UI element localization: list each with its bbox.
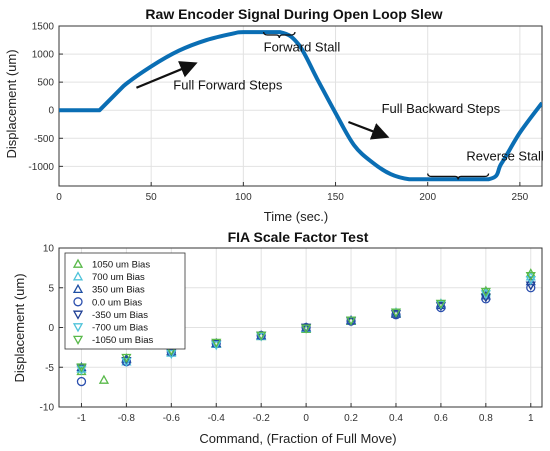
stall-brace: [427, 173, 490, 180]
legend-box: [64, 252, 186, 350]
chart-2-xlabel: Command, (Fraction of Full Move): [199, 431, 396, 446]
x-tick-label: 0: [56, 192, 62, 203]
data-point: [525, 271, 536, 282]
legend-label: -700 um Bias: [92, 323, 148, 334]
x-tick-label: 0.4: [389, 413, 403, 424]
y-tick-label: 5: [48, 283, 54, 294]
data-point: [256, 331, 267, 341]
annotation-label: Forward Stall: [264, 39, 341, 54]
x-tick-label: 150: [327, 192, 344, 203]
data-point: [390, 310, 402, 320]
y-tick-label: -500: [34, 134, 54, 145]
y-tick-label: -5: [45, 363, 54, 374]
y-tick-label: 10: [43, 244, 55, 255]
data-point: [436, 302, 446, 313]
chart-1-ylabel: Displacement (um): [4, 49, 19, 158]
data-point: [166, 349, 177, 360]
x-tick-label: 250: [512, 192, 529, 203]
annotation-label: Full Backward Steps: [382, 101, 501, 116]
chart-1-xlabel: Time (sec.): [264, 209, 329, 224]
x-tick-label: 1: [528, 413, 534, 424]
data-point: [121, 357, 132, 368]
legend-label: 1050 um Bias: [92, 260, 150, 271]
x-tick-label: -0.2: [253, 413, 271, 424]
x-tick-label: -0.8: [118, 413, 136, 424]
legend-label: -1050 um Bias: [92, 335, 154, 346]
data-point: [390, 308, 402, 318]
scale-factor-chart: FIA Scale Factor Test Command, (Fraction…: [12, 229, 543, 446]
x-tick-label: 0.6: [434, 413, 448, 424]
x-tick-label: 50: [146, 192, 158, 203]
data-point: [525, 275, 536, 286]
annotation-label: Full Forward Steps: [173, 77, 283, 92]
chart-1-title: Raw Encoder Signal During Open Loop Slew: [145, 6, 442, 22]
data-point: [98, 374, 110, 384]
data-point: [480, 290, 491, 300]
chart-2-ylabel: Displacement (um): [12, 273, 27, 382]
x-tick-label: -0.4: [208, 413, 226, 424]
encoder-chart: Raw Encoder Signal During Open Loop Slew…: [4, 6, 544, 224]
data-point: [121, 353, 132, 364]
data-point: [525, 281, 536, 291]
y-tick-label: 1500: [32, 22, 55, 33]
x-tick-label: 0.2: [344, 413, 358, 424]
legend-marker: [72, 323, 84, 333]
x-tick-label: 0: [303, 413, 309, 424]
legend-marker: [72, 258, 84, 268]
legend-label: 700 um Bias: [92, 272, 145, 283]
legend-marker: [72, 271, 84, 281]
legend-label: 0.0 um Bias: [92, 297, 142, 308]
x-tick-label: 0.8: [479, 413, 493, 424]
y-tick-label: 1000: [32, 50, 55, 61]
data-point: [480, 293, 491, 303]
data-point: [211, 338, 222, 348]
annotation-arrow: [348, 120, 390, 140]
data-point: [345, 316, 357, 326]
legend-marker: [73, 297, 83, 307]
y-tick-label: -10: [40, 403, 55, 414]
annotation-label: Reverse Stall: [466, 149, 543, 164]
x-tick-label: -1: [77, 413, 86, 424]
data-point: [435, 299, 447, 309]
y-tick-label: 500: [37, 78, 54, 89]
x-tick-label: -0.6: [163, 413, 181, 424]
encoder-signal-line: [59, 30, 542, 182]
legend-marker: [72, 335, 84, 345]
y-tick-label: -1000: [28, 162, 54, 173]
legend-marker: [72, 310, 84, 320]
data-point: [76, 363, 87, 373]
x-tick-label: 200: [419, 192, 436, 203]
data-point: [76, 376, 87, 387]
x-tick-label: 100: [235, 192, 252, 203]
y-tick-label: 0: [48, 106, 54, 117]
annotation-arrow: [136, 61, 198, 89]
chart-2-title: FIA Scale Factor Test: [228, 229, 369, 245]
y-tick-label: 0: [48, 323, 54, 334]
data-point: [301, 324, 312, 334]
data-point: [435, 302, 447, 312]
legend-label: -350 um Bias: [92, 310, 148, 321]
legend-marker: [72, 283, 84, 294]
data-point: [211, 341, 222, 351]
data-point: [480, 287, 491, 298]
data-point: [76, 365, 87, 375]
series-6: [76, 271, 536, 373]
legend-label: 350 um Bias: [92, 285, 145, 296]
